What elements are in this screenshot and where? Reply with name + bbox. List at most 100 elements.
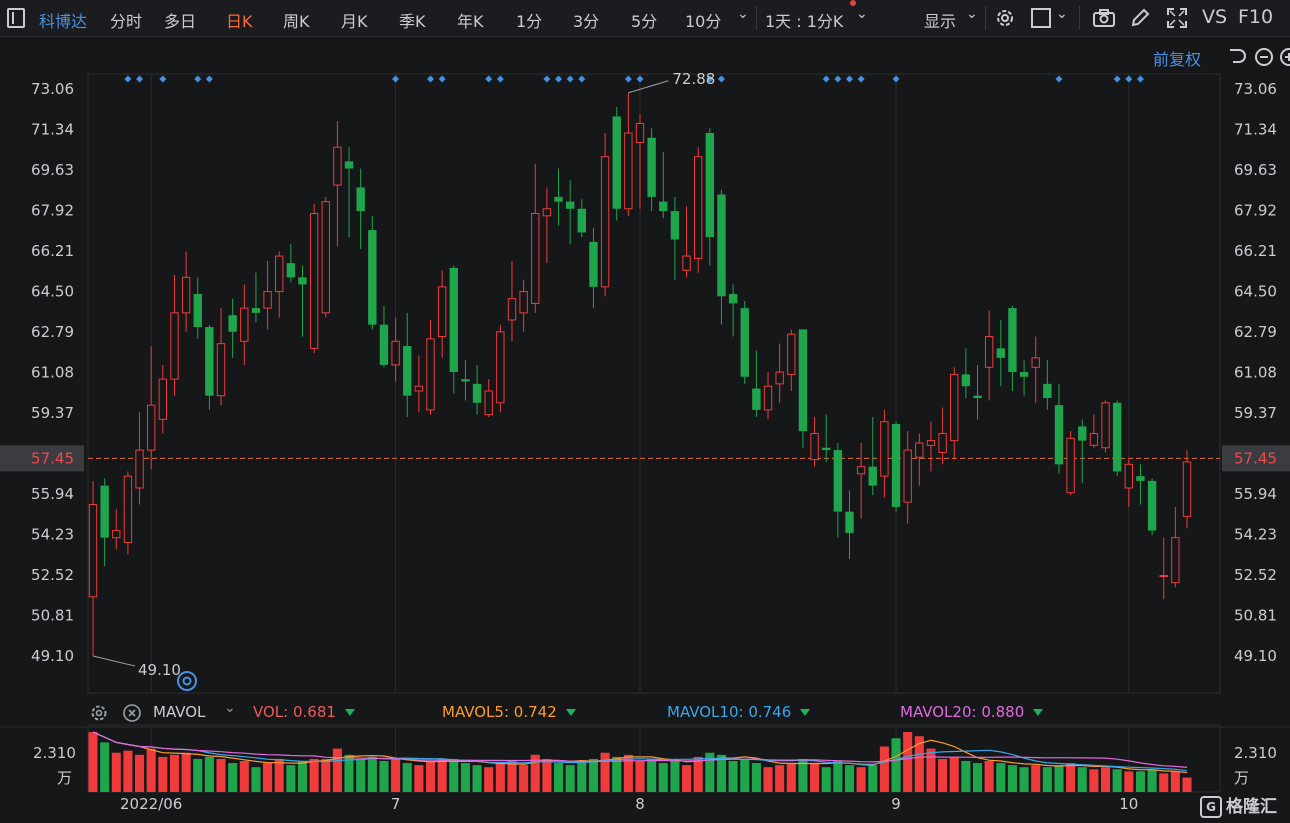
volume-bar-down — [193, 758, 203, 792]
tab-multiday[interactable]: 多日 — [164, 12, 197, 31]
candle-body-up — [1089, 433, 1099, 446]
pencil-icon[interactable] — [1129, 7, 1151, 29]
event-marker-diamond — [136, 75, 144, 83]
tab-intraday[interactable]: 分时 — [110, 12, 143, 31]
tab-10min[interactable]: 10分 — [685, 12, 722, 31]
price-tick-left: 67.92 — [31, 202, 74, 220]
indicator-chevron-icon[interactable]: ⌄ — [224, 700, 236, 716]
settings-gear-icon[interactable] — [994, 7, 1016, 29]
event-marker-diamond — [159, 75, 167, 83]
price-adjust-label[interactable]: 前复权 — [1153, 50, 1202, 69]
indicator-settings-gear-icon[interactable] — [89, 703, 109, 723]
camera-icon[interactable] — [1092, 8, 1116, 28]
price-tick-right: 54.23 — [1234, 526, 1277, 544]
candle-body-up — [275, 255, 284, 293]
volume-bar-up — [623, 754, 633, 792]
stock-name[interactable]: 科博达 — [39, 12, 88, 31]
volume-axis-value-left: 2.310 — [33, 744, 76, 762]
zoom-out-icon[interactable] — [1253, 46, 1275, 68]
period-select[interactable]: 1天 : 1分K — [765, 12, 844, 31]
volume-bar-up — [146, 748, 156, 792]
volume-bar-up — [495, 763, 505, 792]
volume-bar-down — [751, 763, 761, 792]
candle-body-down — [647, 137, 656, 197]
price-panel-frame — [87, 73, 1221, 694]
down-triangle-icon — [344, 709, 355, 716]
at-anchor-icon[interactable] — [176, 670, 198, 692]
event-marker-diamond — [124, 75, 132, 83]
candle-body-down — [1136, 476, 1145, 481]
volume-bar-up — [693, 756, 703, 792]
volume-bar-down — [251, 767, 261, 792]
volume-bar-up — [123, 750, 133, 792]
volume-bar-up — [274, 758, 284, 792]
volume-bar-down — [460, 763, 470, 792]
volume-bar-down — [553, 763, 564, 792]
tab-weekly-k[interactable]: 周K — [283, 12, 310, 31]
event-marker-diamond — [566, 75, 574, 83]
undo-icon[interactable] — [1226, 46, 1248, 68]
candle-body-down — [1147, 480, 1157, 531]
volume-bar-up — [1159, 773, 1169, 792]
candle-body-down — [193, 293, 202, 328]
candle-body-down — [449, 267, 458, 373]
display-menu[interactable]: 显示 — [924, 12, 957, 31]
fullscreen-icon[interactable] — [1166, 7, 1188, 29]
mavol10-legend: MAVOL10: 0.746 — [667, 703, 811, 721]
candle-body-up — [926, 440, 936, 446]
tab-monthly-k[interactable]: 月K — [341, 12, 368, 31]
volume-unit-left: 万 — [57, 769, 73, 787]
g-logo-icon: G — [1200, 796, 1222, 818]
tab-quarterly-k[interactable]: 季K — [399, 12, 426, 31]
candle-body-down — [996, 348, 1005, 358]
down-triangle-icon — [565, 709, 576, 716]
more-periods-chevron-icon[interactable]: ⌄ — [737, 6, 749, 22]
candle-body-down — [740, 308, 749, 377]
candle-body-up — [694, 156, 703, 259]
candle-body-down — [659, 201, 668, 212]
candle-body-up — [496, 331, 505, 404]
sidebar-toggle-icon[interactable] — [7, 8, 25, 28]
watermark-logo: G 格隆汇 — [1200, 792, 1277, 818]
tab-daily-k[interactable]: 日K — [226, 12, 253, 31]
volume-bar-down — [1054, 765, 1064, 792]
layout-chevron-icon[interactable]: ⌄ — [1056, 6, 1068, 22]
candle-body-down — [577, 208, 586, 233]
volume-bar-down — [821, 767, 831, 792]
display-chevron-icon[interactable]: ⌄ — [966, 6, 978, 22]
candle-body-down — [205, 327, 214, 396]
tab-1min[interactable]: 1分 — [516, 12, 543, 31]
volume-bar-up — [158, 756, 168, 792]
tab-3min[interactable]: 3分 — [573, 12, 600, 31]
volume-bar-up — [507, 761, 517, 792]
candle-body-up — [787, 333, 796, 375]
candle-body-up — [414, 385, 424, 392]
volume-bar-up — [239, 761, 249, 792]
volume-bar-down — [658, 763, 668, 792]
tab-5min[interactable]: 5分 — [631, 12, 658, 31]
indicator-close-icon[interactable] — [122, 703, 142, 723]
candle-body-up — [880, 421, 889, 477]
volume-unit-right: 万 — [1234, 769, 1250, 787]
f10-button[interactable]: F10 — [1238, 6, 1274, 28]
layout-square-icon[interactable] — [1031, 8, 1051, 28]
volume-bar-up — [914, 736, 924, 792]
volume-bar-up — [1124, 771, 1134, 792]
price-tick-left: 54.23 — [31, 526, 74, 544]
candle-body-up — [810, 433, 819, 461]
period-chevron-icon[interactable]: ⌄ — [856, 6, 868, 22]
candle-body-up — [216, 343, 226, 397]
tab-yearly-k[interactable]: 年K — [457, 12, 484, 31]
candle-body-up — [426, 338, 435, 411]
volume-bar-up — [775, 765, 785, 792]
volume-bar-up — [938, 758, 948, 792]
candle-body-down — [1112, 402, 1122, 472]
price-tick-left: 52.52 — [31, 566, 74, 584]
vs-compare-button[interactable]: VS — [1202, 6, 1228, 28]
vol-legend: VOL: 0.681 — [253, 703, 355, 721]
zoom-in-icon[interactable] — [1278, 46, 1290, 68]
volume-bar-up — [1100, 767, 1111, 792]
indicator-name[interactable]: MAVOL — [153, 703, 206, 721]
candle-body-up — [333, 146, 342, 186]
